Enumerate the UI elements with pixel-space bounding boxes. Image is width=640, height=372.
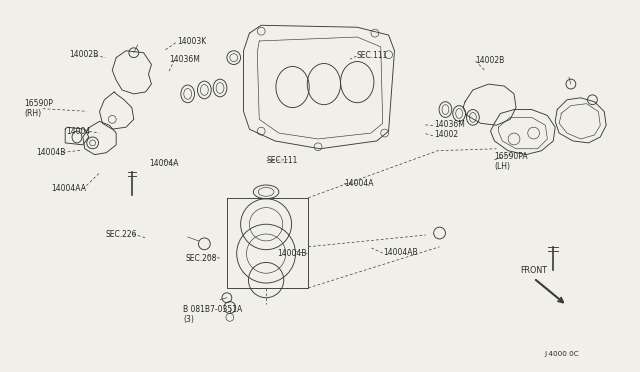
Text: 14004A: 14004A	[149, 159, 179, 168]
Text: 14002B: 14002B	[476, 56, 505, 65]
Text: SEC.226: SEC.226	[106, 230, 137, 238]
Text: 14004B: 14004B	[36, 148, 66, 157]
Text: 14004A: 14004A	[344, 179, 373, 187]
Text: J 4000 0C: J 4000 0C	[545, 352, 579, 357]
Text: B 081B7-0351A
(3): B 081B7-0351A (3)	[183, 305, 243, 324]
Text: 14002: 14002	[434, 131, 458, 140]
Text: 16590PA
(LH): 16590PA (LH)	[494, 151, 528, 171]
Text: 14002B: 14002B	[69, 50, 99, 59]
Text: 14004AB: 14004AB	[383, 248, 417, 257]
Text: SEC.208: SEC.208	[185, 254, 217, 263]
Text: 14036M: 14036M	[434, 120, 465, 129]
Text: 16590P
(RH): 16590P (RH)	[24, 99, 53, 118]
Text: SEC.111: SEC.111	[267, 156, 298, 165]
Text: FRONT: FRONT	[521, 266, 548, 275]
Text: SEC.111: SEC.111	[356, 51, 388, 60]
Text: 14036M: 14036M	[170, 55, 200, 64]
Text: 14003K: 14003K	[177, 38, 206, 46]
Text: 14004: 14004	[66, 127, 90, 136]
Text: 14004B: 14004B	[277, 249, 307, 258]
Text: 14004AA: 14004AA	[52, 185, 86, 193]
